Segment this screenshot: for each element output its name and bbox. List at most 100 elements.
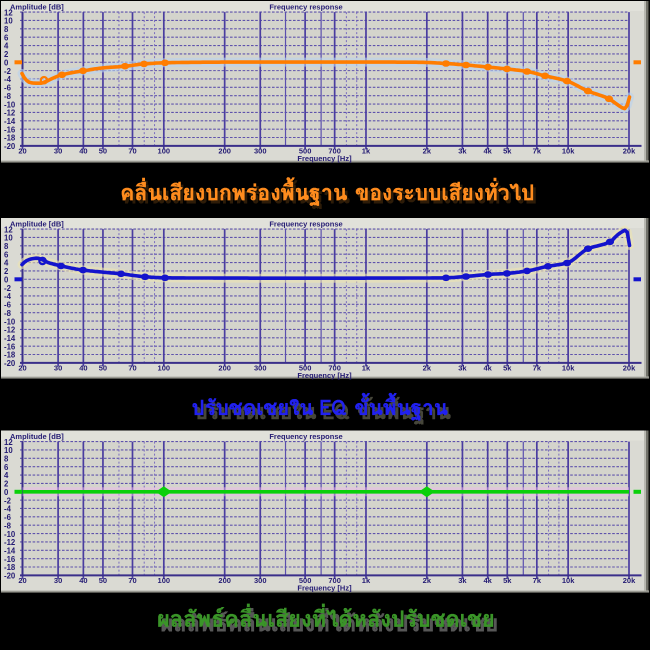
svg-text:10k: 10k	[562, 147, 575, 156]
svg-text:-14: -14	[4, 546, 16, 555]
svg-text:7k: 7k	[533, 364, 542, 373]
svg-text:1k: 1k	[362, 576, 371, 585]
svg-text:2: 2	[4, 480, 9, 489]
svg-text:7k: 7k	[533, 147, 542, 156]
svg-text:10: 10	[4, 234, 13, 243]
svg-text:4k: 4k	[484, 364, 493, 373]
svg-text:Frequency response: Frequency response	[269, 432, 342, 441]
svg-text:3k: 3k	[458, 147, 467, 156]
svg-text:Frequency response: Frequency response	[269, 2, 342, 11]
svg-text:-20: -20	[4, 359, 16, 368]
svg-text:1k: 1k	[362, 364, 371, 373]
svg-text:20: 20	[18, 147, 26, 156]
svg-text:Frequency [Hz]: Frequency [Hz]	[297, 371, 352, 380]
svg-text:700: 700	[328, 576, 341, 585]
svg-text:40: 40	[79, 364, 87, 373]
svg-text:8: 8	[4, 455, 9, 464]
svg-text:7k: 7k	[533, 576, 542, 585]
svg-text:-6: -6	[4, 513, 12, 522]
svg-text:-10: -10	[4, 530, 16, 539]
svg-text:10k: 10k	[562, 364, 575, 373]
svg-text:100: 100	[158, 147, 171, 156]
svg-text:1k: 1k	[362, 147, 371, 156]
svg-text:200: 200	[218, 576, 231, 585]
svg-text:-14: -14	[4, 334, 16, 343]
svg-text:4: 4	[4, 42, 9, 51]
svg-text:5k: 5k	[503, 576, 512, 585]
svg-text:50: 50	[99, 147, 107, 156]
svg-text:Frequency response: Frequency response	[269, 219, 342, 228]
svg-text:100: 100	[158, 576, 171, 585]
svg-text:-8: -8	[4, 309, 12, 318]
svg-text:4k: 4k	[484, 147, 493, 156]
svg-text:-16: -16	[4, 342, 16, 351]
svg-text:500: 500	[299, 576, 312, 585]
svg-text:-2: -2	[4, 67, 12, 76]
svg-text:Amplitude [dB]: Amplitude [dB]	[10, 219, 64, 228]
svg-text:-4: -4	[4, 505, 12, 514]
svg-text:Frequency [Hz]: Frequency [Hz]	[297, 583, 352, 592]
svg-text:10: 10	[4, 446, 13, 455]
svg-text:2: 2	[4, 50, 9, 59]
svg-text:-6: -6	[4, 301, 12, 310]
svg-text:3k: 3k	[458, 576, 467, 585]
svg-text:2k: 2k	[423, 576, 432, 585]
svg-text:700: 700	[328, 364, 341, 373]
svg-text:300: 300	[254, 576, 267, 585]
svg-text:0: 0	[4, 488, 9, 497]
svg-text:5k: 5k	[503, 147, 512, 156]
svg-text:Amplitude [dB]: Amplitude [dB]	[10, 2, 64, 11]
svg-text:70: 70	[128, 576, 136, 585]
svg-text:6: 6	[4, 33, 9, 42]
svg-text:5k: 5k	[503, 364, 512, 373]
svg-text:-2: -2	[4, 284, 12, 293]
svg-text:300: 300	[254, 364, 267, 373]
svg-text:30: 30	[54, 576, 62, 585]
svg-text:-2: -2	[4, 496, 12, 505]
svg-text:300: 300	[254, 147, 267, 156]
svg-text:20k: 20k	[623, 576, 636, 585]
svg-text:30: 30	[54, 147, 62, 156]
svg-text:3k: 3k	[458, 364, 467, 373]
svg-text:-18: -18	[4, 351, 16, 360]
svg-text:200: 200	[218, 364, 231, 373]
svg-text:Amplitude [dB]: Amplitude [dB]	[10, 432, 64, 441]
svg-text:0: 0	[4, 58, 9, 67]
svg-text:40: 40	[79, 576, 87, 585]
svg-text:30: 30	[54, 364, 62, 373]
svg-text:700: 700	[328, 147, 341, 156]
svg-text:10k: 10k	[562, 576, 575, 585]
svg-text:50: 50	[99, 364, 107, 373]
svg-text:-20: -20	[4, 142, 16, 151]
svg-text:-10: -10	[4, 317, 16, 326]
svg-text:-4: -4	[4, 292, 12, 301]
svg-text:0: 0	[4, 275, 9, 284]
svg-text:-12: -12	[4, 109, 16, 118]
svg-text:-14: -14	[4, 117, 16, 126]
svg-text:-20: -20	[4, 572, 16, 581]
svg-text:6: 6	[4, 250, 9, 259]
svg-text:Frequency [Hz]: Frequency [Hz]	[297, 154, 352, 163]
svg-text:-4: -4	[4, 75, 12, 84]
svg-text:-16: -16	[4, 555, 16, 564]
svg-text:-16: -16	[4, 125, 16, 134]
svg-text:12: 12	[4, 8, 13, 17]
svg-text:-18: -18	[4, 563, 16, 572]
svg-text:500: 500	[299, 364, 312, 373]
svg-text:4: 4	[4, 259, 9, 268]
svg-text:-12: -12	[4, 538, 16, 547]
svg-text:-8: -8	[4, 521, 12, 530]
svg-text:12: 12	[4, 225, 13, 234]
svg-text:6: 6	[4, 463, 9, 472]
svg-text:50: 50	[99, 576, 107, 585]
svg-text:-12: -12	[4, 326, 16, 335]
svg-text:2: 2	[4, 267, 9, 276]
svg-text:8: 8	[4, 25, 9, 34]
svg-text:40: 40	[79, 147, 87, 156]
svg-text:12: 12	[4, 438, 13, 447]
svg-text:4k: 4k	[484, 576, 493, 585]
svg-text:100: 100	[158, 364, 171, 373]
svg-text:20: 20	[18, 576, 26, 585]
svg-text:8: 8	[4, 242, 9, 251]
svg-text:-8: -8	[4, 92, 12, 101]
